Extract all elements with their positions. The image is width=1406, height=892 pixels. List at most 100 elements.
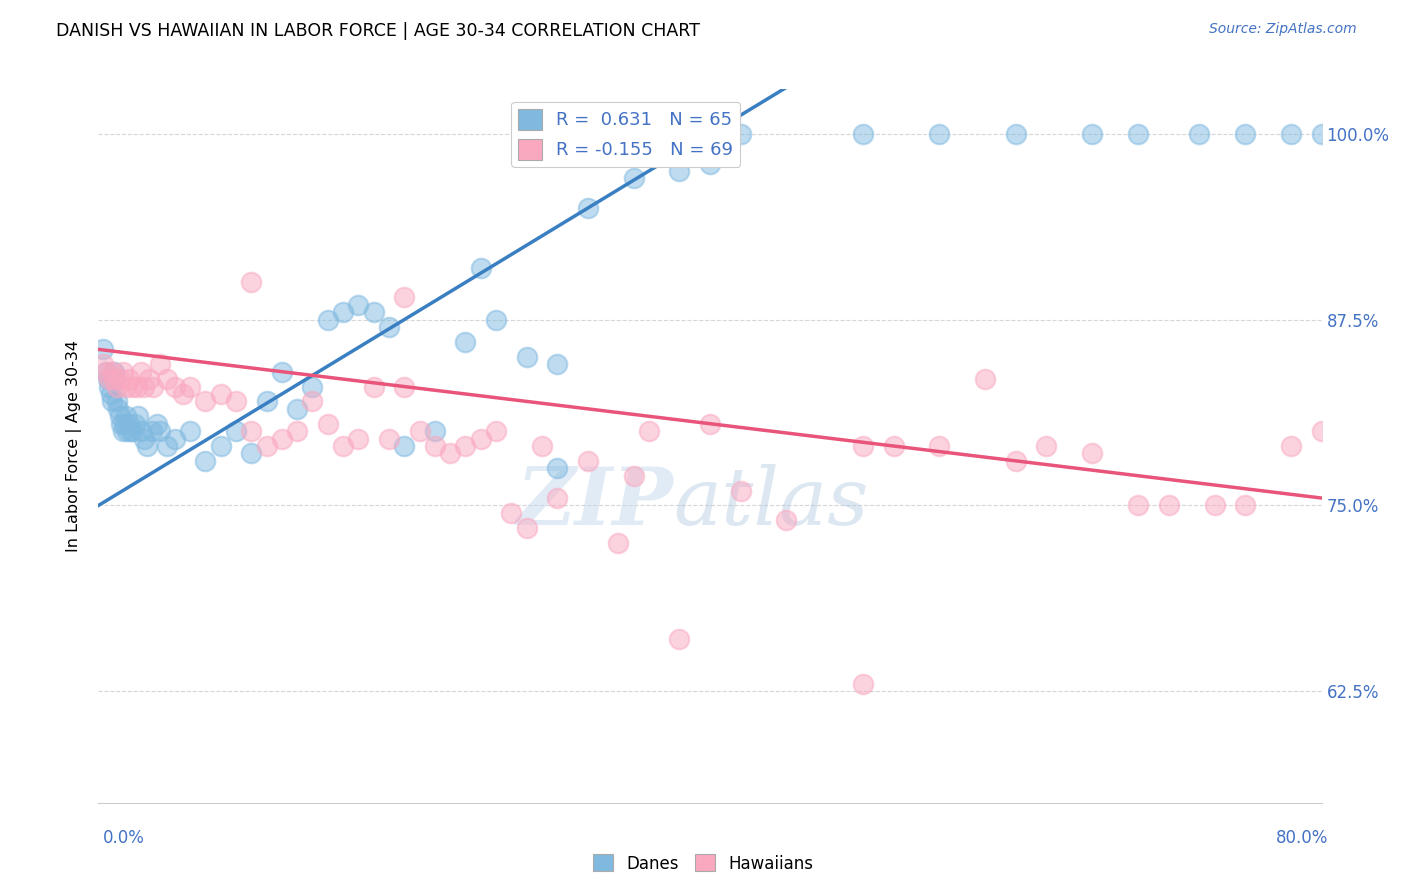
Point bbox=[145, 417, 167, 431]
Point bbox=[103, 372, 125, 386]
Point bbox=[928, 439, 950, 453]
Point bbox=[378, 320, 401, 334]
Point bbox=[699, 156, 721, 170]
Point bbox=[172, 387, 194, 401]
Point bbox=[256, 394, 278, 409]
Point bbox=[408, 424, 430, 438]
Text: atlas: atlas bbox=[673, 465, 869, 541]
Point bbox=[104, 372, 127, 386]
Point bbox=[91, 357, 114, 371]
Point bbox=[1035, 439, 1057, 453]
Point bbox=[115, 379, 138, 393]
Point bbox=[129, 365, 152, 379]
Point bbox=[485, 424, 508, 438]
Point bbox=[179, 424, 201, 438]
Point bbox=[225, 394, 247, 409]
Point bbox=[607, 535, 630, 549]
Point bbox=[240, 446, 263, 460]
Point bbox=[485, 312, 508, 326]
Point bbox=[623, 468, 645, 483]
Point bbox=[111, 365, 134, 379]
Point bbox=[347, 432, 370, 446]
Point bbox=[668, 632, 690, 647]
Point bbox=[1310, 424, 1333, 438]
Point bbox=[94, 365, 117, 379]
Point bbox=[516, 350, 538, 364]
Point bbox=[852, 677, 875, 691]
Point bbox=[125, 379, 148, 393]
Point bbox=[546, 357, 568, 371]
Text: ZIP: ZIP bbox=[516, 465, 673, 541]
Point bbox=[974, 372, 997, 386]
Y-axis label: In Labor Force | Age 30-34: In Labor Force | Age 30-34 bbox=[66, 340, 83, 552]
Point bbox=[1279, 439, 1302, 453]
Point bbox=[256, 439, 278, 453]
Point bbox=[108, 372, 131, 386]
Point bbox=[107, 401, 129, 416]
Point bbox=[1128, 499, 1150, 513]
Point bbox=[638, 424, 661, 438]
Point bbox=[127, 409, 149, 424]
Point bbox=[111, 424, 134, 438]
Point bbox=[576, 201, 599, 215]
Point bbox=[501, 506, 523, 520]
Point bbox=[423, 424, 446, 438]
Point bbox=[141, 424, 163, 438]
Point bbox=[225, 424, 247, 438]
Point bbox=[363, 379, 385, 393]
Point bbox=[285, 401, 308, 416]
Point bbox=[1234, 499, 1257, 513]
Point bbox=[1157, 499, 1180, 513]
Point bbox=[576, 454, 599, 468]
Point bbox=[97, 372, 120, 386]
Point bbox=[1204, 499, 1226, 513]
Point bbox=[163, 379, 186, 393]
Point bbox=[347, 298, 370, 312]
Point bbox=[105, 394, 128, 409]
Legend: Danes, Hawaiians: Danes, Hawaiians bbox=[586, 847, 820, 880]
Point bbox=[134, 379, 156, 393]
Point bbox=[118, 372, 141, 386]
Point bbox=[332, 305, 354, 319]
Point bbox=[115, 409, 138, 424]
Point bbox=[730, 127, 752, 141]
Point bbox=[668, 164, 690, 178]
Point bbox=[1128, 127, 1150, 141]
Point bbox=[1234, 127, 1257, 141]
Point bbox=[423, 439, 446, 453]
Point bbox=[392, 290, 416, 304]
Point bbox=[108, 409, 131, 424]
Point bbox=[163, 432, 186, 446]
Point bbox=[623, 171, 645, 186]
Point bbox=[1279, 127, 1302, 141]
Point bbox=[149, 424, 172, 438]
Point bbox=[316, 417, 339, 431]
Point bbox=[392, 439, 416, 453]
Point bbox=[129, 424, 152, 438]
Point bbox=[118, 417, 141, 431]
Point bbox=[194, 454, 217, 468]
Point bbox=[1081, 446, 1104, 460]
Legend: R =  0.631   N = 65, R = -0.155   N = 69: R = 0.631 N = 65, R = -0.155 N = 69 bbox=[512, 102, 741, 167]
Point bbox=[105, 379, 128, 393]
Point bbox=[332, 439, 354, 453]
Point bbox=[852, 127, 875, 141]
Point bbox=[98, 379, 121, 393]
Point bbox=[121, 424, 143, 438]
Point bbox=[1081, 127, 1104, 141]
Point bbox=[1310, 127, 1333, 141]
Point bbox=[121, 379, 143, 393]
Point bbox=[1004, 454, 1026, 468]
Point bbox=[156, 372, 179, 386]
Point bbox=[120, 424, 142, 438]
Point bbox=[134, 432, 156, 446]
Point bbox=[112, 417, 135, 431]
Point bbox=[98, 372, 121, 386]
Point bbox=[470, 260, 492, 275]
Point bbox=[1004, 127, 1026, 141]
Point bbox=[240, 276, 263, 290]
Point bbox=[546, 461, 568, 475]
Point bbox=[110, 417, 132, 431]
Point bbox=[91, 343, 114, 357]
Point bbox=[301, 394, 323, 409]
